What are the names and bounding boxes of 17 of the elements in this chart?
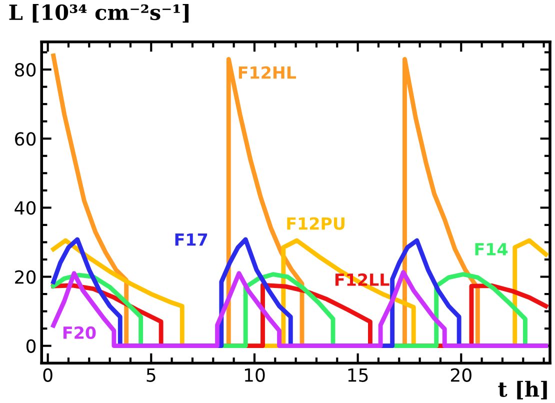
x-tick-label: 0 [43,368,52,382]
series-label: F14 [475,243,508,256]
y-axis-title: L [10³⁴ cm⁻²s⁻¹] [9,4,189,23]
x-axis-title: t [h] [498,380,547,400]
series-label: F17 [175,234,208,246]
x-tick-label: 15 [348,368,368,382]
x-tick-label: 10 [244,368,265,382]
y-tick-label: 60 [15,132,36,146]
series-label: F20 [63,326,96,340]
y-tick-label: 0 [26,339,36,353]
series-label: F12PU [287,217,344,230]
x-tick-label: 20 [450,368,472,382]
series-label: F12HL [238,66,296,79]
x-tick-label: 5 [146,368,156,382]
y-tick-label: 80 [15,63,36,77]
y-tick-label: 40 [14,201,36,215]
y-tick-label: 20 [15,270,36,284]
